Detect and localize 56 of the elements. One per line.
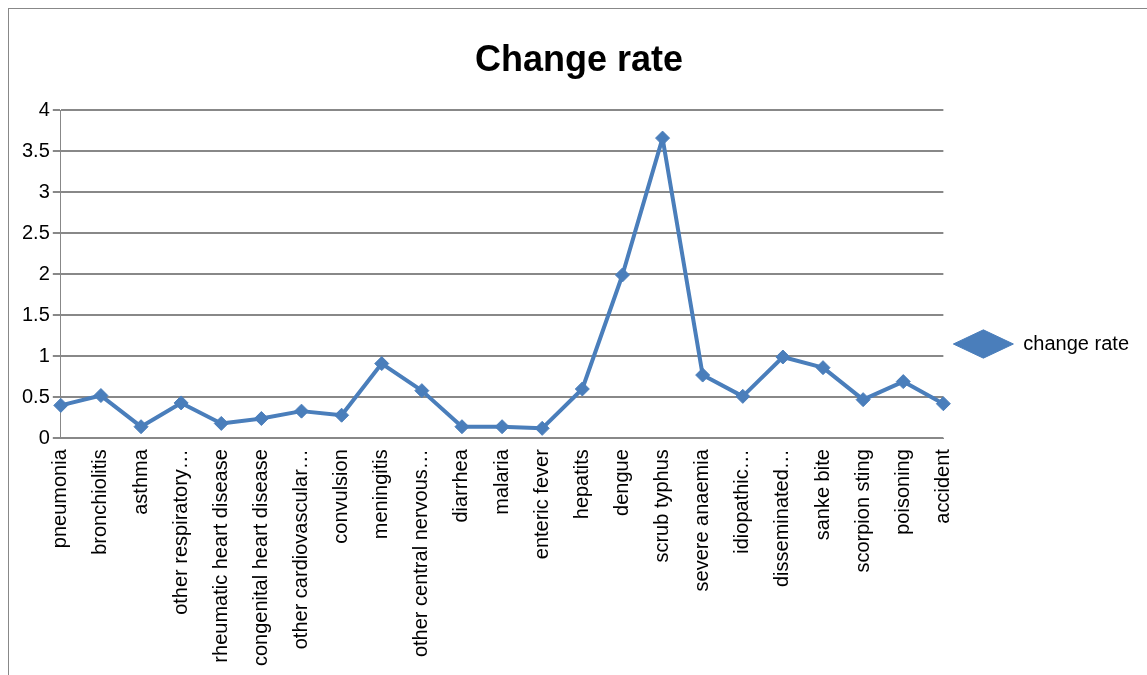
y-tick-label: 4 bbox=[38, 97, 50, 120]
x-tick-label: meningitis bbox=[369, 449, 392, 540]
point bbox=[775, 349, 791, 365]
point bbox=[414, 383, 430, 399]
point bbox=[855, 392, 871, 408]
point bbox=[173, 395, 189, 411]
x-tick-label: hepatits bbox=[569, 449, 592, 520]
y-tick-label: 2.5 bbox=[21, 220, 50, 243]
point bbox=[735, 388, 751, 404]
point bbox=[294, 403, 309, 419]
x-tick-label: scorpion sting bbox=[850, 449, 873, 573]
point bbox=[133, 419, 149, 435]
x-tick-label: other cardiovascular… bbox=[289, 449, 312, 650]
x-tick-label: other respiratory… bbox=[168, 449, 191, 615]
y-tick-label: 1.5 bbox=[21, 302, 50, 325]
point bbox=[213, 415, 229, 431]
point bbox=[895, 374, 911, 390]
x-tick-label: scrub typhus bbox=[650, 449, 673, 563]
x-tick-label: dengue bbox=[609, 449, 632, 516]
point bbox=[334, 407, 350, 423]
point bbox=[454, 419, 470, 435]
point bbox=[534, 420, 550, 436]
x-tick-label: sanke bite bbox=[810, 449, 833, 541]
x-tick-label: idiopathic… bbox=[730, 449, 753, 554]
x-tick-label: pneumonia bbox=[48, 448, 71, 549]
point bbox=[614, 267, 630, 283]
point bbox=[935, 396, 951, 412]
x-tick-label: other central nervous… bbox=[409, 449, 432, 658]
x-tick-label: accident bbox=[930, 448, 953, 524]
point bbox=[253, 411, 269, 427]
point bbox=[574, 381, 590, 397]
x-tick-label: enteric fever bbox=[529, 448, 552, 560]
y-tick-label: 0 bbox=[38, 425, 50, 448]
legend-label: change rate bbox=[1023, 331, 1130, 354]
point bbox=[53, 397, 69, 413]
x-tick-label: bronchiolitis bbox=[88, 449, 111, 555]
y-tick-label: 1 bbox=[38, 343, 50, 366]
point bbox=[93, 388, 109, 404]
point bbox=[695, 367, 711, 383]
y-tick-label: 0.5 bbox=[21, 384, 50, 407]
point bbox=[815, 360, 831, 376]
x-tick-label: malaria bbox=[489, 448, 512, 515]
y-tick-label: 3 bbox=[38, 179, 50, 202]
y-tick-label: 3.5 bbox=[21, 138, 50, 161]
x-tick-label: severe anaemia bbox=[690, 448, 713, 592]
chart-title: Change rate bbox=[474, 37, 684, 79]
x-tick-label: congenital heart disease bbox=[248, 449, 271, 667]
x-tick-label: asthma bbox=[128, 448, 151, 515]
x-tick-label: disseminated… bbox=[770, 449, 793, 588]
x-tick-label: poisoning bbox=[890, 449, 913, 535]
point bbox=[494, 419, 510, 435]
x-tick-label: convulsion bbox=[329, 449, 352, 544]
point bbox=[374, 356, 390, 372]
y-tick-label: 2 bbox=[38, 261, 50, 284]
x-tick-label: diarrhea bbox=[449, 448, 472, 523]
x-tick-label: rheumatic heart disease bbox=[208, 449, 231, 663]
